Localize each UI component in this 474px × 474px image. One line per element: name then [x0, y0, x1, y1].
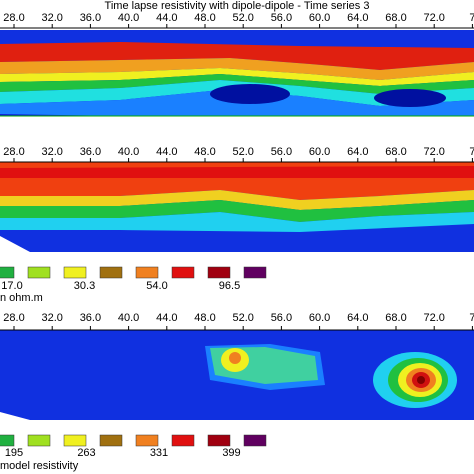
legend-swatch [27, 266, 51, 279]
layer [0, 166, 474, 178]
tick-label: 72.0 [423, 12, 444, 24]
tick-label: 36.0 [80, 312, 101, 324]
tick-label: 7 [469, 312, 474, 324]
legend-caption: n ohm.m [0, 292, 43, 304]
tick-label: 52.0 [232, 146, 253, 158]
legend-swatch [171, 434, 195, 447]
tick-label: 44.0 [156, 12, 177, 24]
anomaly [229, 352, 241, 364]
tick-label: 36.0 [80, 12, 101, 24]
legend-caption: model resistivity [0, 460, 79, 472]
legend-swatch [135, 266, 159, 279]
tick-label: 7 [469, 12, 474, 24]
tick-label: 60.0 [309, 312, 330, 324]
legend-label: 54.0 [146, 280, 167, 292]
legend-swatch [243, 266, 267, 279]
mask [0, 118, 20, 130]
legend-swatch [27, 434, 51, 447]
legend-label: 195 [5, 447, 23, 459]
legend-swatch [207, 266, 231, 279]
legend-label: 17.0 [1, 280, 22, 292]
tick-label: 28.0 [3, 12, 24, 24]
tick-label: 52.0 [232, 12, 253, 24]
layer [0, 68, 474, 86]
legend-label: 331 [150, 447, 168, 459]
anomaly [374, 89, 446, 107]
legend-swatch [99, 434, 123, 447]
legend-swatch [63, 434, 87, 447]
layer [0, 190, 474, 210]
section-1 [0, 30, 474, 130]
legend-swatch [243, 434, 267, 447]
tick-label: 60.0 [309, 12, 330, 24]
tick-label: 56.0 [271, 12, 292, 24]
tick-label: 28.0 [3, 146, 24, 158]
legend-swatch [135, 434, 159, 447]
tick-label: 7 [469, 146, 474, 158]
legend-swatch [171, 266, 195, 279]
tick-label: 60.0 [309, 146, 330, 158]
tick-label: 40.0 [118, 312, 139, 324]
anomaly [210, 84, 290, 104]
layer [0, 212, 474, 232]
tick-label: 32.0 [41, 12, 62, 24]
tick-label: 48.0 [194, 312, 215, 324]
legend-swatch [99, 266, 123, 279]
layer [0, 200, 474, 222]
legend-label: 263 [77, 447, 95, 459]
legend-swatch [0, 266, 15, 279]
layer [0, 74, 474, 94]
tick-label: 64.0 [347, 312, 368, 324]
tick-label: 32.0 [41, 146, 62, 158]
tick-label: 68.0 [385, 12, 406, 24]
legend-swatch [0, 434, 15, 447]
section-2 [0, 162, 474, 252]
tick-label: 56.0 [271, 146, 292, 158]
tick-label: 72.0 [423, 312, 444, 324]
tick-label: 64.0 [347, 146, 368, 158]
layer [0, 80, 474, 106]
tick-label: 48.0 [194, 12, 215, 24]
tick-label: 68.0 [385, 312, 406, 324]
tick-label: 64.0 [347, 12, 368, 24]
layer [0, 42, 474, 70]
legend-swatch [207, 434, 231, 447]
legend-label: 96.5 [219, 280, 240, 292]
layer [0, 58, 474, 80]
anomaly [417, 376, 425, 384]
tick-label: 44.0 [156, 312, 177, 324]
section-3 [0, 330, 474, 420]
tick-label: 48.0 [194, 146, 215, 158]
figure-title: Time lapse resistivity with dipole-dipol… [105, 0, 370, 12]
tick-label: 40.0 [118, 12, 139, 24]
tick-label: 52.0 [232, 312, 253, 324]
tick-label: 72.0 [423, 146, 444, 158]
mask [0, 116, 474, 130]
legend-swatch [63, 266, 87, 279]
tick-label: 56.0 [271, 312, 292, 324]
tick-label: 36.0 [80, 146, 101, 158]
tick-label: 44.0 [156, 146, 177, 158]
legend-label: 399 [222, 447, 240, 459]
legend-label: 30.3 [74, 280, 95, 292]
tick-label: 68.0 [385, 146, 406, 158]
tick-label: 32.0 [41, 312, 62, 324]
tick-label: 28.0 [3, 312, 24, 324]
tick-label: 40.0 [118, 146, 139, 158]
